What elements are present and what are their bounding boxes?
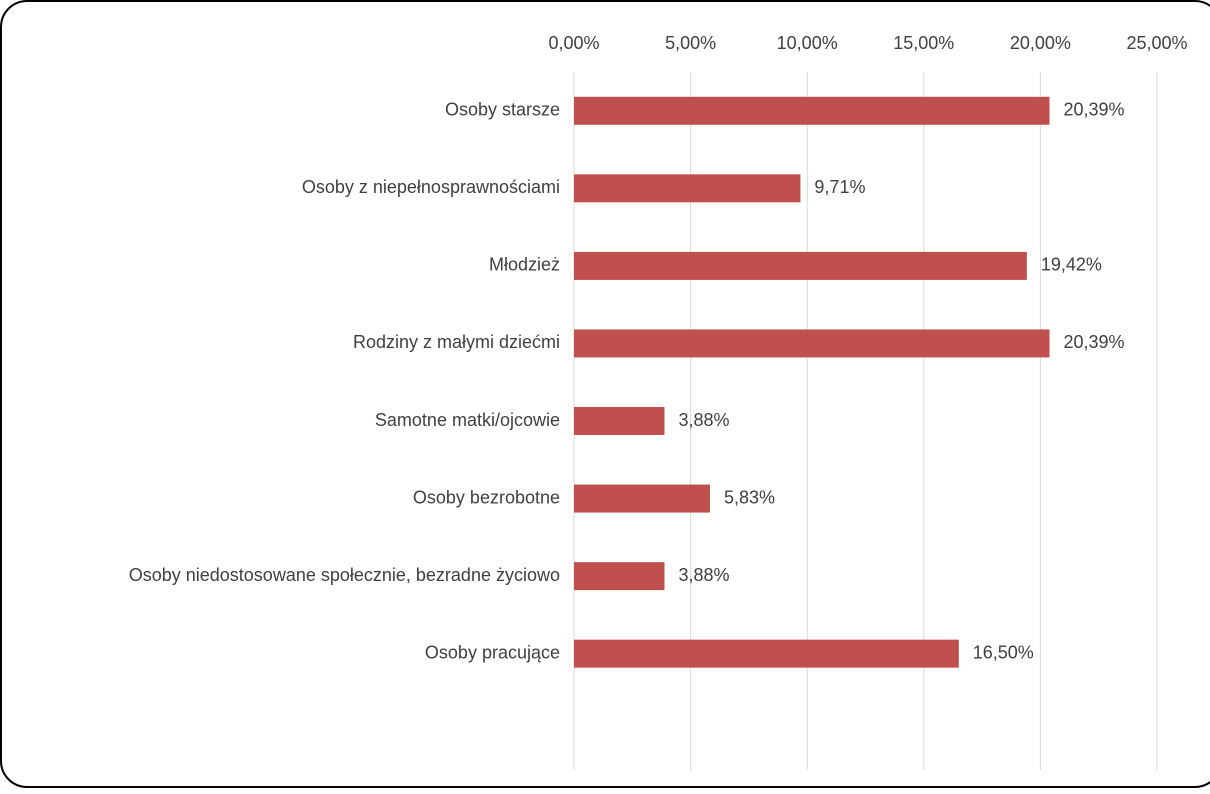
y-tick-label: Osoby z niepełnosprawnościami	[302, 177, 560, 197]
y-tick-label: Osoby pracujące	[425, 642, 560, 662]
data-label: 3,88%	[678, 410, 729, 430]
x-tick-label: 5,00%	[665, 33, 716, 53]
bar	[574, 251, 1027, 280]
bar	[574, 96, 1050, 125]
y-tick-label: Osoby niedostosowane społecznie, bezradn…	[129, 565, 560, 585]
x-tick-label: 15,00%	[893, 33, 954, 53]
y-tick-label: Osoby bezrobotne	[413, 487, 560, 507]
y-tick-label: Samotne matki/ojcowie	[375, 410, 560, 430]
data-label: 3,88%	[678, 565, 729, 585]
y-tick-label: Osoby starsze	[445, 100, 560, 120]
bar	[574, 484, 710, 513]
bar	[574, 639, 959, 668]
y-tick-label: Młodzież	[489, 255, 560, 275]
bar	[574, 562, 665, 591]
bar	[574, 407, 665, 435]
x-tick-label: 25,00%	[1126, 33, 1187, 53]
x-tick-label: 10,00%	[777, 33, 838, 53]
data-label: 19,42%	[1041, 255, 1102, 275]
data-label: 5,83%	[724, 487, 775, 507]
data-label: 9,71%	[814, 177, 865, 197]
x-tick-label: 20,00%	[1010, 33, 1071, 53]
data-label: 20,39%	[1063, 332, 1124, 352]
y-tick-label: Rodziny z małymi dziećmi	[353, 332, 560, 352]
bar	[574, 174, 801, 203]
data-label: 16,50%	[973, 642, 1034, 662]
bar	[574, 329, 1050, 358]
data-label: 20,39%	[1063, 100, 1124, 120]
x-tick-label: 0,00%	[548, 33, 599, 53]
